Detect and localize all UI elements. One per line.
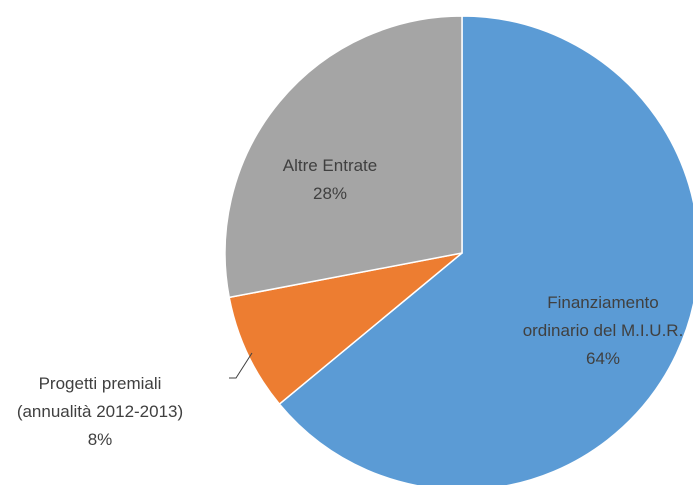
value-label: 8% bbox=[87, 430, 113, 449]
pie-slice bbox=[228, 252, 463, 406]
category-name: Finanziamento ordinario del M.I.U.R. bbox=[522, 293, 684, 340]
category-name: Progetti premiali (annualità 2012-2013) bbox=[16, 374, 184, 421]
slice-label-text: Finanziamento ordinario del M.I.U.R. 64% bbox=[518, 289, 688, 373]
value-label: 28% bbox=[312, 184, 348, 203]
slice-label: Finanziamento ordinario del M.I.U.R. 64% bbox=[518, 289, 688, 373]
slice-label-text: Altre Entrate 28% bbox=[260, 152, 400, 208]
slice-label: Altre Entrate 28% bbox=[260, 152, 400, 208]
value-label: 64% bbox=[585, 349, 621, 368]
category-name: Altre Entrate bbox=[282, 156, 378, 175]
slice-label-text: Progetti premiali (annualità 2012-2013) 8… bbox=[15, 370, 185, 454]
leader-line bbox=[229, 352, 253, 379]
slice-label: Progetti premiali (annualità 2012-2013) 8… bbox=[15, 370, 185, 454]
pie-slice bbox=[278, 15, 693, 485]
pie-slice bbox=[224, 15, 463, 299]
